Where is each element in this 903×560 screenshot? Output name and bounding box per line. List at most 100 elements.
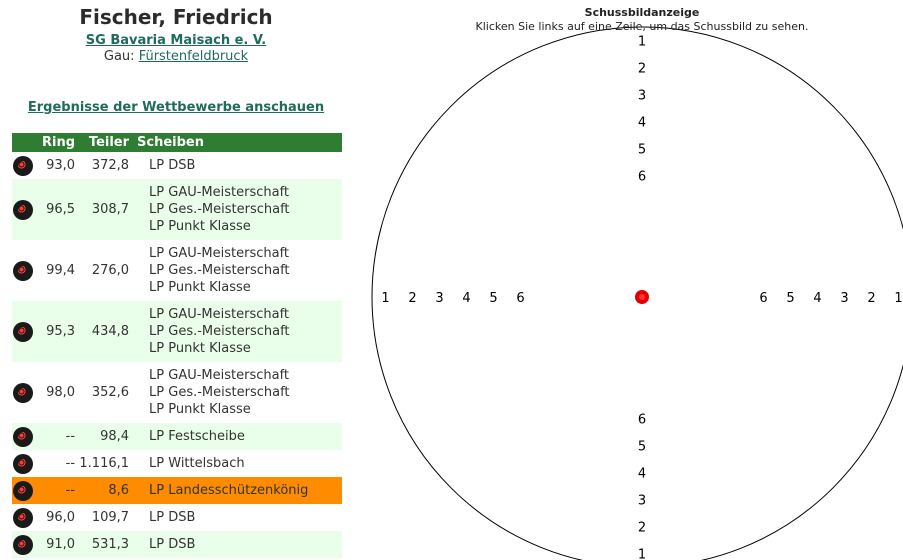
scheiben-cell: LP Landesschützenkönig bbox=[129, 477, 342, 504]
row-icon-cell bbox=[12, 477, 42, 504]
target-subtitle: Klicken Sie links auf eine Zeile, um das… bbox=[475, 20, 809, 33]
scheibe-label: LP DSB bbox=[149, 510, 196, 525]
row-icon-cell bbox=[12, 450, 42, 477]
target-icon[interactable] bbox=[13, 260, 33, 281]
scheibe-label: LP Punkt Klasse bbox=[149, 280, 251, 295]
table-row[interactable]: 98,0 352,6 LP GAU-Meisterschaft LP Ges.-Mei… bbox=[12, 362, 342, 423]
scheibe-label: LP Punkt Klasse bbox=[149, 219, 251, 234]
shooter-name: Fischer, Friedrich bbox=[79, 5, 273, 29]
ring-cell: 99,4 bbox=[42, 240, 76, 301]
ring-number-2: 2 bbox=[867, 291, 875, 306]
ring-cell: 96,5 bbox=[42, 179, 76, 240]
scheibe-label: LP GAU-Meisterschaft bbox=[149, 185, 290, 200]
table-row[interactable]: 93,0 372,8 LP DSB bbox=[12, 152, 342, 179]
header-teiler: Teiler bbox=[75, 133, 130, 152]
scheiben-cell: LP DSB bbox=[129, 531, 342, 558]
ring-number-8: 8 bbox=[638, 224, 646, 239]
teiler-cell: 1.116,1 bbox=[75, 450, 130, 477]
gau-link[interactable]: Fürstenfeldbruck bbox=[138, 49, 249, 64]
ring-cell: -- bbox=[42, 477, 76, 504]
scheiben-cell: LP DSB bbox=[129, 504, 342, 531]
scheibe-label: LP DSB bbox=[149, 537, 196, 552]
scheibe-label: LP GAU-Meisterschaft bbox=[149, 246, 290, 261]
ring-number-3: 3 bbox=[840, 291, 848, 306]
row-icon-cell bbox=[12, 152, 42, 179]
ring-number-3: 3 bbox=[638, 494, 646, 509]
scheibe-label: LP Ges.-Meisterschaft bbox=[149, 385, 290, 400]
target-icon[interactable] bbox=[13, 507, 33, 528]
ring-number-5: 5 bbox=[638, 143, 646, 158]
scheibe-label: LP Ges.-Meisterschaft bbox=[149, 263, 290, 278]
row-icon-cell bbox=[12, 240, 42, 301]
ring-number-5: 5 bbox=[489, 291, 497, 306]
scheiben-cell: LP Wittelsbach bbox=[129, 450, 342, 477]
table-row[interactable]: -- 1.116,1 LP Wittelsbach bbox=[12, 450, 342, 477]
target-icon[interactable] bbox=[13, 382, 33, 403]
ring-number-5: 5 bbox=[786, 291, 794, 306]
ring-number-6: 6 bbox=[638, 170, 646, 185]
table-row[interactable]: 96,5 308,7 LP GAU-Meisterschaft LP Ges.-Mei… bbox=[12, 179, 342, 240]
table-row[interactable]: -- 8,6 LP Landesschützenkönig bbox=[12, 477, 342, 504]
scheibe-label: LP Punkt Klasse bbox=[149, 341, 251, 356]
target-icon[interactable] bbox=[13, 155, 33, 176]
scheiben-cell: LP GAU-Meisterschaft LP Ges.-Meisterschaf… bbox=[129, 240, 342, 301]
table-row[interactable]: 96,0 109,7 LP DSB bbox=[12, 504, 342, 531]
ring-number-7: 7 bbox=[638, 197, 646, 212]
teiler-cell: 434,8 bbox=[75, 301, 130, 362]
ring-number-4: 4 bbox=[638, 116, 646, 131]
ring-number-6: 6 bbox=[759, 291, 767, 306]
ring-number-4: 4 bbox=[462, 291, 470, 306]
club-link[interactable]: SG Bavaria Maisach e. V. bbox=[85, 33, 267, 48]
ring-number-2: 2 bbox=[638, 62, 646, 77]
results-table: Ring Teiler Scheiben 93,0 372,8 LP DSB 96,5… bbox=[12, 133, 342, 558]
ring-cell: 98,0 bbox=[42, 362, 76, 423]
header-ring: Ring bbox=[42, 133, 76, 152]
target-icon[interactable] bbox=[13, 534, 33, 555]
row-icon-cell bbox=[12, 179, 42, 240]
scheibe-label: LP Punkt Klasse bbox=[149, 402, 251, 417]
ring-number-4: 4 bbox=[638, 467, 646, 482]
table-row[interactable]: -- 98,4 LP Festscheibe bbox=[12, 423, 342, 450]
table-row[interactable]: 91,0 531,3 LP DSB bbox=[12, 531, 342, 558]
shooter-panel: Fischer, Friedrich SG Bavaria Maisach e.… bbox=[0, 0, 352, 560]
scheibe-label: LP Ges.-Meisterschaft bbox=[149, 324, 290, 339]
ring-number-7: 7 bbox=[638, 386, 646, 401]
target-icon[interactable] bbox=[13, 199, 33, 220]
ring-number-1: 1 bbox=[638, 548, 646, 560]
gau-line: Gau: Fürstenfeldbruck bbox=[0, 49, 352, 64]
ring-number-8: 8 bbox=[570, 291, 578, 306]
gau-label: Gau: bbox=[103, 49, 135, 64]
shot-center bbox=[639, 294, 645, 300]
ring-number-1: 1 bbox=[638, 35, 646, 50]
scheibe-label: LP Wittelsbach bbox=[149, 456, 245, 471]
row-icon-cell bbox=[12, 504, 42, 531]
ring-number-1: 1 bbox=[381, 291, 389, 306]
header-icon-col bbox=[12, 133, 42, 152]
teiler-cell: 531,3 bbox=[75, 531, 130, 558]
scheibe-label: LP DSB bbox=[149, 158, 196, 173]
ring-cell: 95,3 bbox=[42, 301, 76, 362]
ring-number-7: 7 bbox=[543, 291, 551, 306]
target-icon[interactable] bbox=[13, 321, 33, 342]
ring-number-6: 6 bbox=[516, 291, 524, 306]
results-link[interactable]: Ergebnisse der Wettbewerbe anschauen bbox=[27, 100, 325, 115]
ring-number-7: 7 bbox=[732, 291, 740, 306]
ring-cell: 93,0 bbox=[42, 152, 76, 179]
scheiben-cell: LP Festscheibe bbox=[129, 423, 342, 450]
table-row[interactable]: 95,3 434,8 LP GAU-Meisterschaft LP Ges.-Mei… bbox=[12, 301, 342, 362]
scheibe-label: LP Festscheibe bbox=[149, 429, 245, 444]
target-icon[interactable] bbox=[13, 453, 33, 474]
ring-number-8: 8 bbox=[638, 359, 646, 374]
row-icon-cell bbox=[12, 362, 42, 423]
scheiben-cell: LP GAU-Meisterschaft LP Ges.-Meisterschaf… bbox=[129, 362, 342, 423]
teiler-cell: 8,6 bbox=[75, 477, 130, 504]
ring-number-5: 5 bbox=[638, 440, 646, 455]
ring-number-6: 6 bbox=[638, 413, 646, 428]
table-row[interactable]: 99,4 276,0 LP GAU-Meisterschaft LP Ges.-Mei… bbox=[12, 240, 342, 301]
ring-number-2: 2 bbox=[408, 291, 416, 306]
target-icon[interactable] bbox=[13, 426, 33, 447]
scheibe-label: LP Ges.-Meisterschaft bbox=[149, 202, 290, 217]
ring-cell: -- bbox=[42, 423, 76, 450]
target-icon[interactable] bbox=[13, 480, 33, 501]
ring-number-3: 3 bbox=[435, 291, 443, 306]
